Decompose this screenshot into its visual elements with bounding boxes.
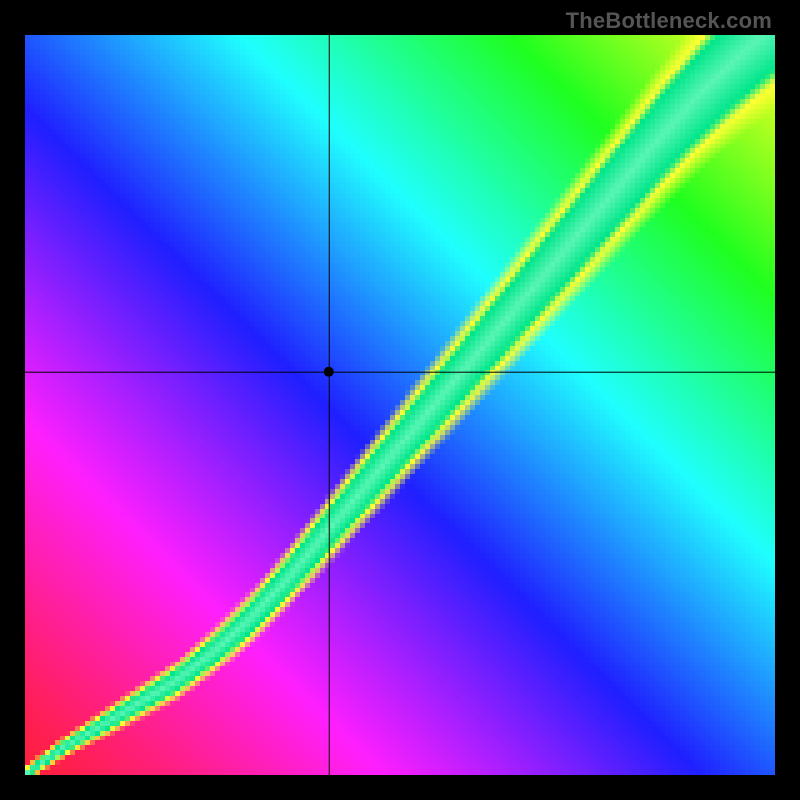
chart-container: { "type": "heatmap", "watermark": "TheBo…	[0, 0, 800, 800]
watermark-label: TheBottleneck.com	[566, 8, 772, 34]
crosshair-overlay	[25, 35, 775, 775]
